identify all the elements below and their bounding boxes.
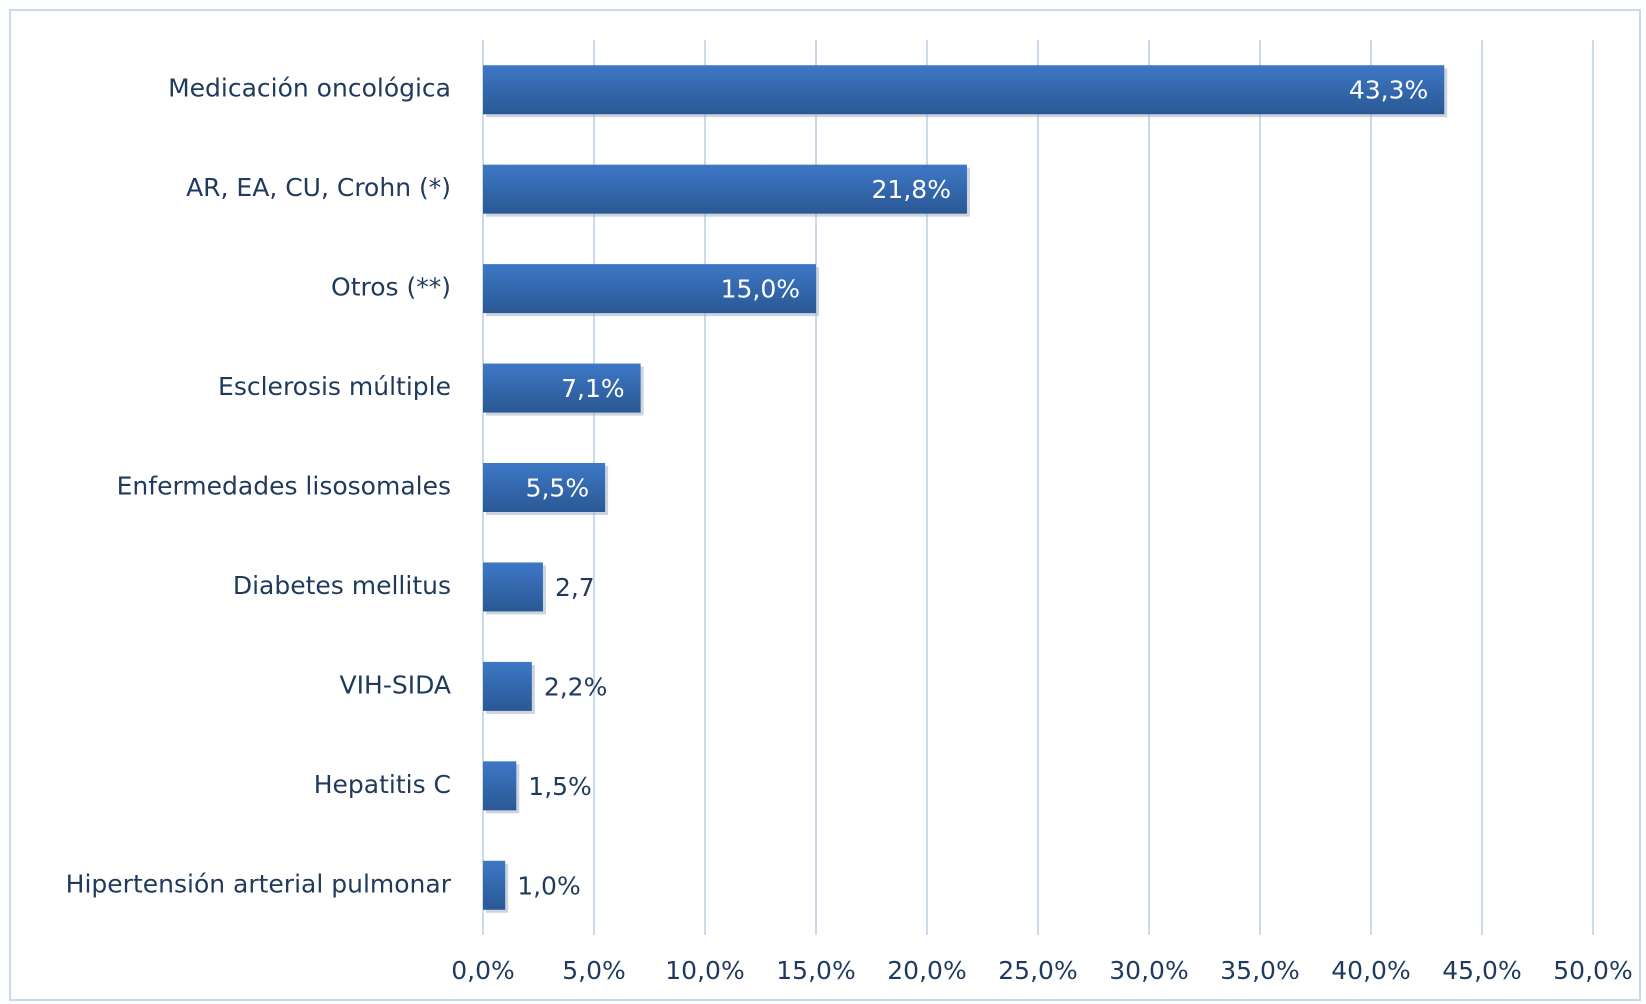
value-label: 2,7 [555,573,595,602]
value-label: 1,5% [528,772,592,801]
y-tick-label: Hepatitis C [314,770,451,799]
y-tick-label: Esclerosis múltiple [218,372,451,401]
bar [483,164,967,214]
bar [483,463,606,512]
bar [483,65,1445,115]
value-label: 43,3% [1349,76,1428,105]
value-label: 7,1% [561,374,625,403]
bar [483,661,532,711]
value-label: 1,0% [517,871,581,900]
value-label: 2,2% [544,672,608,701]
value-label: 21,8% [872,175,951,204]
y-tick-label: Diabetes mellitus [233,571,451,600]
x-tick-label: 10,0% [665,956,744,985]
value-label: 15,0% [721,275,800,304]
y-tick-label: VIH-SIDA [340,670,451,699]
x-tick-label: 5,0% [562,956,626,985]
bar [483,860,506,910]
y-tick-label: Otros (**) [331,273,451,302]
x-tick-label: 50,0% [1553,956,1632,985]
y-tick-label: Hipertensión arterial pulmonar [66,869,452,898]
x-tick-label: 25,0% [998,956,1077,985]
bar [483,264,816,314]
value-label: 5,5% [526,474,590,503]
chart-frame [9,9,1641,1001]
x-tick-label: 0,0% [451,956,515,985]
x-tick-label: 35,0% [1220,956,1299,985]
bar [483,363,641,413]
x-tick-label: 40,0% [1331,956,1410,985]
y-tick-label: Medicación oncológica [168,74,451,103]
y-tick-label: AR, EA, CU, Crohn (*) [186,173,451,202]
bar [483,761,517,811]
x-tick-label: 45,0% [1442,956,1521,985]
x-tick-label: 20,0% [887,956,966,985]
x-tick-label: 15,0% [776,956,855,985]
x-tick-label: 30,0% [1109,956,1188,985]
bar [483,562,543,612]
y-tick-label: Enfermedades lisosomales [117,472,451,501]
